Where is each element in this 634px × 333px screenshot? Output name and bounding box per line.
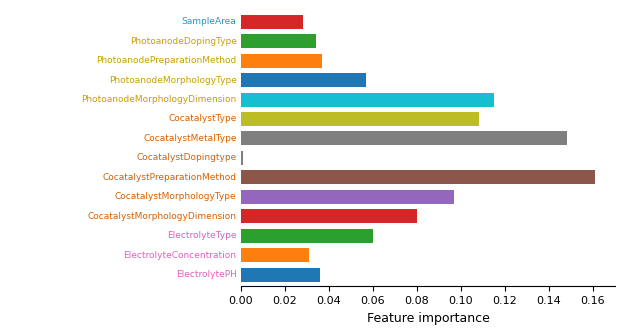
Text: CocatalystMetalType: CocatalystMetalType [143,134,236,143]
X-axis label: Feature importance: Feature importance [366,312,489,325]
Bar [241,73,366,87]
Bar [241,229,373,243]
Text: PhotoanodeMorphologyType: PhotoanodeMorphologyType [108,76,236,85]
Text: PhotoanodePreparationMethod: PhotoanodePreparationMethod [96,56,236,65]
Bar [241,268,320,282]
Bar [241,209,417,223]
Bar [241,54,322,68]
Bar [241,132,567,146]
Bar [241,190,455,204]
Text: ElectrolytePH: ElectrolytePH [176,270,236,279]
Bar [241,248,309,262]
Bar [241,151,243,165]
Text: ElectrolyteType: ElectrolyteType [167,231,236,240]
Bar [241,34,316,48]
Bar [241,170,595,184]
Bar [241,93,494,107]
Bar [241,112,479,126]
Text: PhotoanodeDopingType: PhotoanodeDopingType [129,37,236,46]
Text: CocatalystMorphologyType: CocatalystMorphologyType [115,192,236,201]
Text: CocatalystPreparationMethod: CocatalystPreparationMethod [103,173,236,182]
Text: CocatalystType: CocatalystType [168,115,236,124]
Bar [241,15,302,29]
Text: ElectrolyteConcentration: ElectrolyteConcentration [124,251,236,260]
Text: SampleArea: SampleArea [182,17,236,26]
Text: PhotoanodeMorphologyDimension: PhotoanodeMorphologyDimension [81,95,236,104]
Text: CocatalystDopingtype: CocatalystDopingtype [136,154,236,163]
Text: CocatalystMorphologyDimension: CocatalystMorphologyDimension [87,212,236,221]
